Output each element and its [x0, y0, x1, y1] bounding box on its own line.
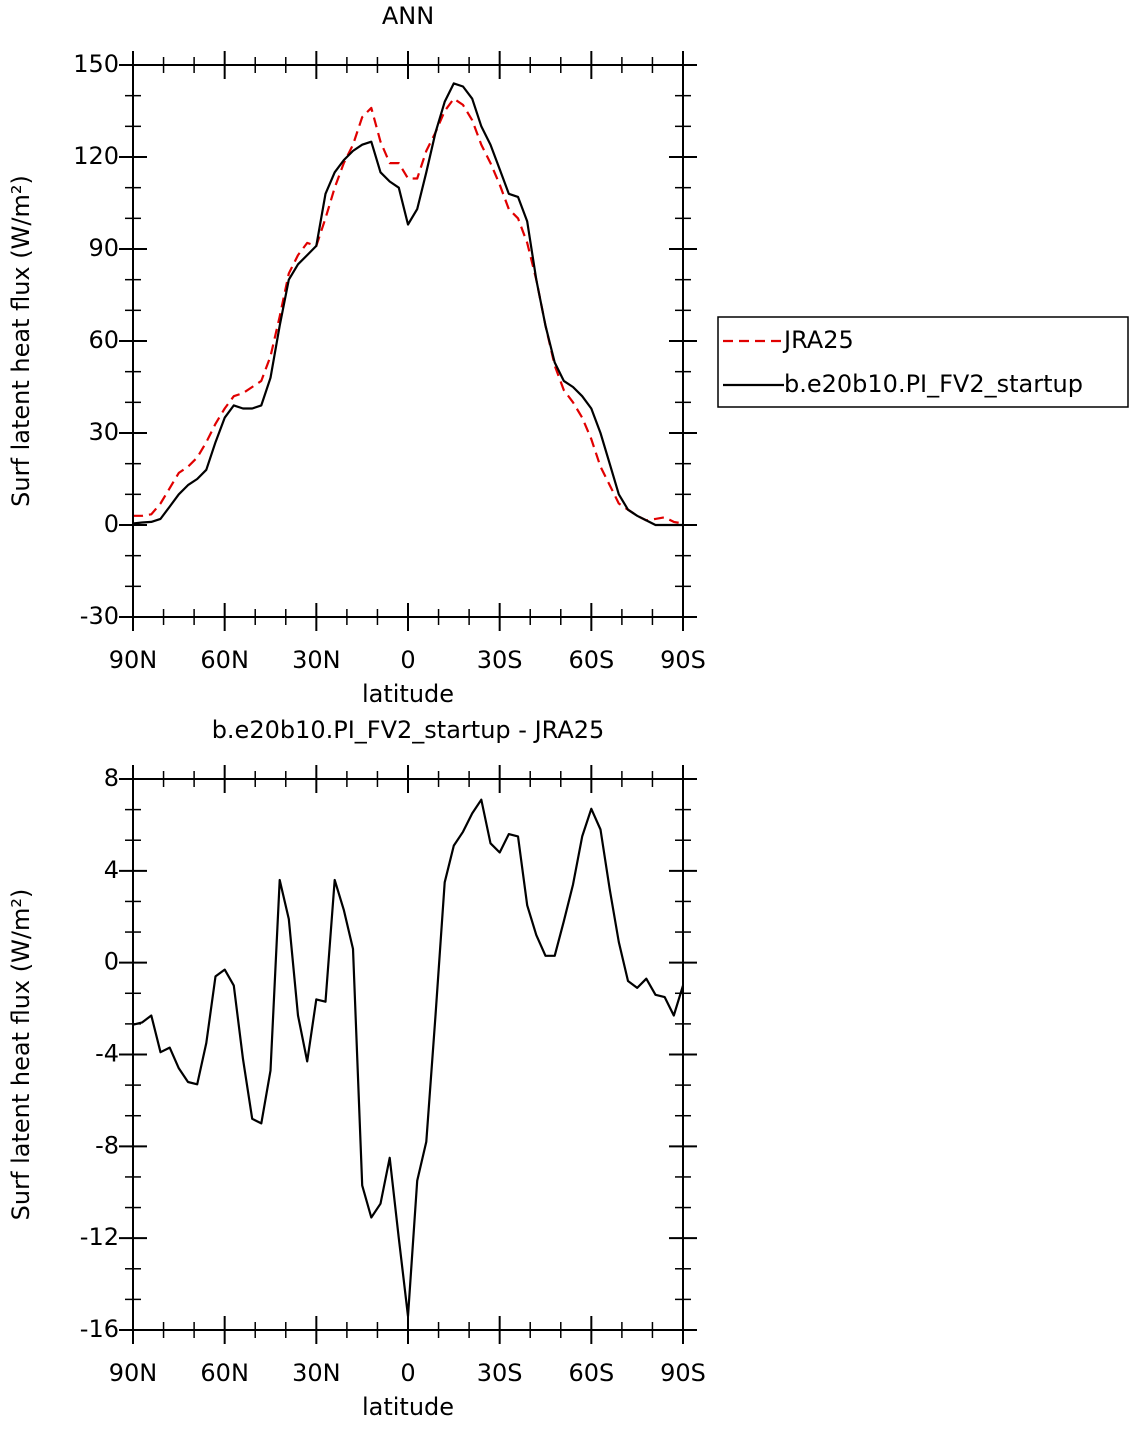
x-tick-label: 90S: [660, 646, 706, 674]
x-tick-label: 0: [400, 1359, 415, 1387]
y-tick-label: 30: [88, 418, 119, 446]
x-axis-label: latitude: [362, 680, 454, 708]
legend-label: JRA25: [782, 326, 854, 354]
x-tick-label: 60S: [568, 646, 614, 674]
x-tick-label: 30N: [292, 646, 341, 674]
legend-label: b.e20b10.PI_FV2_startup: [784, 370, 1083, 398]
legend-box: [717, 316, 1129, 408]
y-tick-label: -12: [80, 1223, 119, 1251]
y-tick-label: 120: [73, 142, 119, 170]
x-tick-label: 30S: [477, 646, 523, 674]
y-tick-label: 0: [104, 510, 119, 538]
data-line: [133, 97, 684, 525]
plot-frame: [132, 64, 684, 618]
x-tick-label: 0: [400, 646, 415, 674]
y-tick-label: 60: [88, 326, 119, 354]
data-line: [132, 798, 685, 1318]
y-tick-label: -4: [95, 1040, 119, 1068]
y-tick-label: 0: [104, 948, 119, 976]
x-tick-label: 90N: [109, 1359, 158, 1387]
y-axis-label: Surf latent heat flux (W/m²): [7, 175, 35, 507]
y-tick-label: -8: [95, 1131, 119, 1159]
x-tick-label: 30S: [477, 1359, 523, 1387]
x-tick-label: 60N: [200, 1359, 249, 1387]
x-tick-label: 30N: [292, 1359, 341, 1387]
chart-title: b.e20b10.PI_FV2_startup - JRA25: [212, 716, 605, 744]
y-tick-label: -30: [80, 602, 119, 630]
y-tick-label: -16: [80, 1315, 119, 1343]
plot-frame: [132, 778, 684, 1331]
x-tick-label: 60S: [568, 1359, 614, 1387]
x-tick-label: 90N: [109, 646, 158, 674]
y-tick-label: 8: [104, 764, 119, 792]
y-tick-label: 90: [88, 234, 119, 262]
y-tick-label: 150: [73, 50, 119, 78]
x-tick-label: 60N: [200, 646, 249, 674]
chart-title: ANN: [382, 2, 434, 30]
data-line: [132, 82, 683, 527]
y-tick-label: 4: [104, 856, 119, 884]
x-axis-label: latitude: [362, 1393, 454, 1421]
x-tick-label: 90S: [660, 1359, 706, 1387]
y-axis-label: Surf latent heat flux (W/m²): [7, 889, 35, 1221]
